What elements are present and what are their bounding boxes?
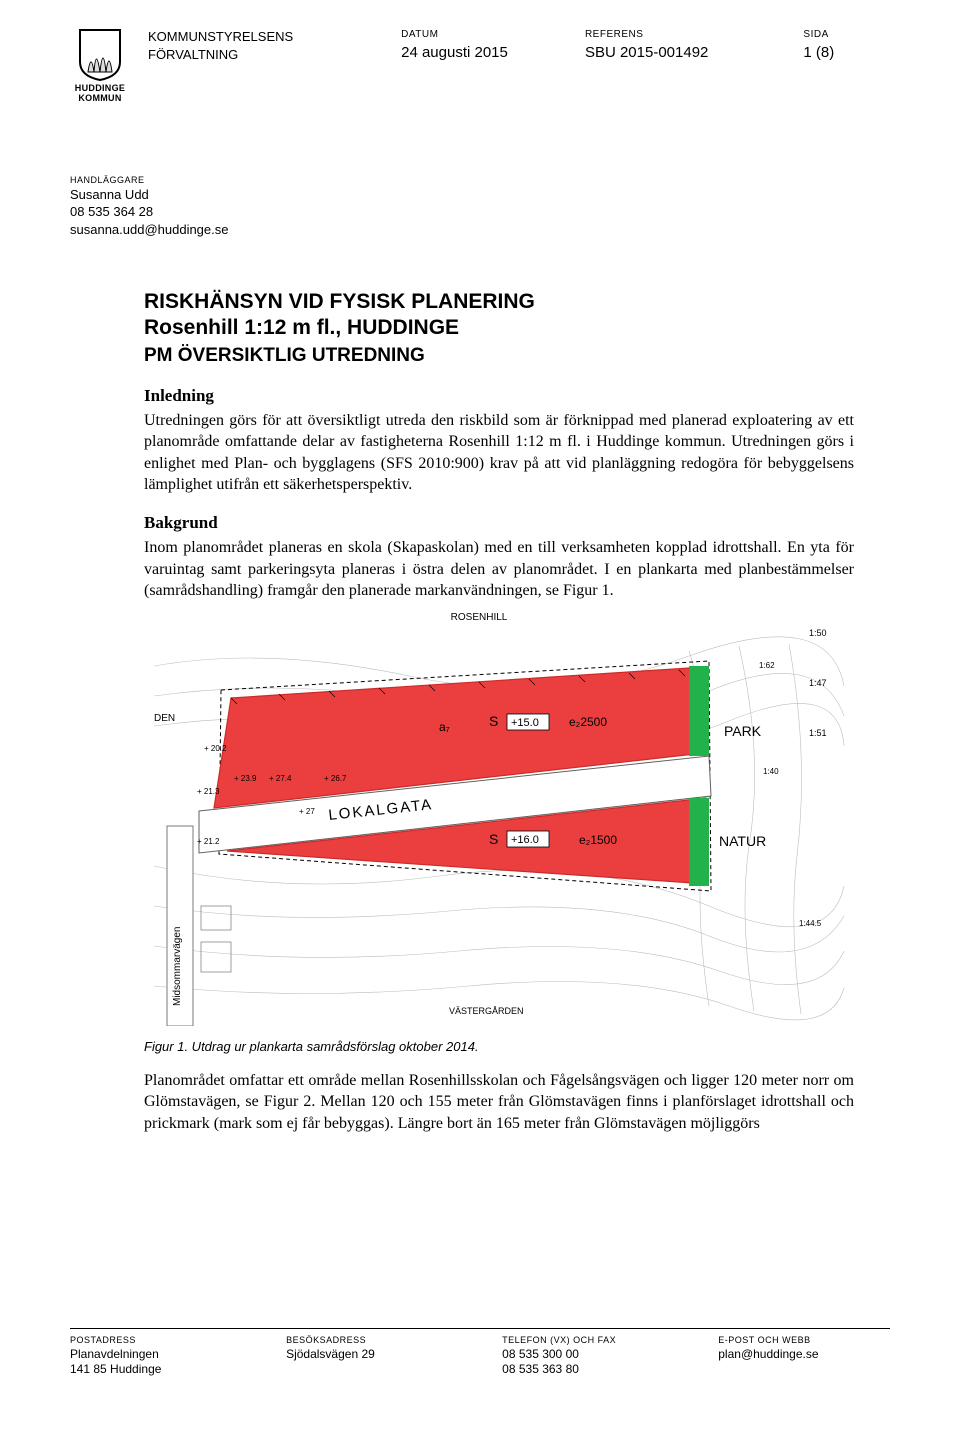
datum-value: 24 augusti 2015 [401, 43, 557, 63]
footer-tel-label: TELEFON (VX) OCH FAX [502, 1335, 708, 1347]
sp-212: + 21.2 [197, 837, 220, 846]
vastergarden-label: VÄSTERGÅRDEN [449, 1006, 524, 1016]
doc-title-line2: Rosenhill 1:12 m fl., HUDDINGE [144, 315, 854, 341]
inledning-paragraph: Utredningen görs för att översiktligt ut… [144, 410, 854, 496]
inledning-heading: Inledning [144, 385, 854, 408]
bakgrund-paragraph: Inom planområdet planeras en skola (Skap… [144, 537, 854, 602]
sida-col: SIDA 1 (8) [803, 28, 890, 63]
footer-post-l2: Planavdelningen [70, 1347, 276, 1363]
footer-tel-l1: 08 535 300 00 [502, 1347, 708, 1363]
footer-web-l1: plan@huddinge.se [718, 1347, 890, 1363]
natur-label: NATUR [719, 833, 766, 849]
doc-title-line3: PM ÖVERSIKTLIG UTREDNING [144, 343, 854, 369]
sp-239: + 23.9 [234, 774, 257, 783]
handler-label: HANDLÄGGARE [70, 174, 890, 186]
plan-map-svg: Midsommarvägen DEN [144, 606, 854, 1026]
footer-tel-l2: 08 535 363 80 [502, 1362, 708, 1378]
org-name-col: KOMMUNSTYRELSENS FÖRVALTNING [148, 28, 401, 63]
e1500-label: e₂1500 [579, 833, 617, 847]
sp-202: + 20.2 [204, 744, 227, 753]
logo-text: HUDDINGE KOMMUN [75, 84, 125, 104]
figure-1-caption: Figur 1. Utdrag ur plankarta samrådsförs… [144, 1038, 854, 1056]
figure-1: Midsommarvägen DEN [144, 606, 854, 1032]
footer-post-label: POSTADRESS [70, 1335, 276, 1347]
footer-post-col: POSTADRESS Planavdelningen 141 85 Huddin… [70, 1335, 276, 1378]
referens-col: REFERENS SBU 2015-001492 [585, 28, 803, 63]
logo-line2: KOMMUN [75, 94, 125, 104]
handler-block: HANDLÄGGARE Susanna Udd 08 535 364 28 su… [70, 174, 890, 239]
plus15-label: +15.0 [511, 717, 539, 729]
park-strip [689, 666, 709, 756]
datum-col: DATUM 24 augusti 2015 [401, 28, 585, 63]
footer-besok-col: BESÖKSADRESS Sjödalsvägen 29 [286, 1335, 492, 1378]
park-label: PARK [724, 723, 762, 739]
page-footer: POSTADRESS Planavdelningen 141 85 Huddin… [70, 1328, 890, 1378]
a7-label: a₇ [439, 720, 450, 734]
footer-post-l3: 141 85 Huddinge [70, 1362, 276, 1378]
lot-150: 1:50 [809, 628, 827, 638]
document-header: HUDDINGE KOMMUN KOMMUNSTYRELSENS FÖRVALT… [70, 28, 890, 104]
rosenhill-label: ROSENHILL [451, 612, 508, 623]
handler-phone: 08 535 364 28 [70, 203, 890, 221]
bakgrund-heading: Bakgrund [144, 512, 854, 535]
lot-140: 1:40 [763, 767, 779, 776]
plus16-label: +16.0 [511, 834, 539, 846]
s-bot-label: S [489, 831, 498, 847]
org-name: KOMMUNSTYRELSENS FÖRVALTNING [148, 28, 373, 63]
referens-label: REFERENS [585, 28, 775, 42]
natur-strip [689, 798, 709, 886]
sida-label: SIDA [803, 28, 890, 42]
datum-label: DATUM [401, 28, 557, 42]
footer-besok-label: BESÖKSADRESS [286, 1335, 492, 1347]
lot-147: 1:47 [809, 678, 827, 688]
den-label: DEN [154, 713, 175, 724]
page: HUDDINGE KOMMUN KOMMUNSTYRELSENS FÖRVALT… [0, 0, 960, 1400]
sp-274: + 27.4 [269, 774, 292, 783]
logo-column: HUDDINGE KOMMUN [70, 28, 130, 104]
s-top-label: S [489, 713, 498, 729]
lot-1445: 1:44.5 [799, 919, 822, 928]
footer-web-label: E-POST OCH WEBB [718, 1335, 890, 1347]
lot-162: 1:62 [759, 661, 775, 670]
sp-213: + 21.3 [197, 787, 220, 796]
footer-tel-col: TELEFON (VX) OCH FAX 08 535 300 00 08 53… [502, 1335, 708, 1378]
sp-267: + 26.7 [324, 774, 347, 783]
footer-web-col: E-POST OCH WEBB plan@huddinge.se [718, 1335, 890, 1378]
after-figure-paragraph: Planområdet omfattar ett område mellan R… [144, 1070, 854, 1135]
header-fields: KOMMUNSTYRELSENS FÖRVALTNING DATUM 24 au… [148, 28, 890, 63]
e2500-label: e₂2500 [569, 715, 607, 729]
footer-besok-l1: Sjödalsvägen 29 [286, 1347, 492, 1363]
handler-email: susanna.udd@huddinge.se [70, 221, 890, 239]
municipality-logo-icon [78, 28, 122, 82]
doc-title-line1: RISKHÄNSYN VID FYSISK PLANERING [144, 289, 854, 315]
sp-27: + 27 [299, 807, 315, 816]
handler-name: Susanna Udd [70, 186, 890, 204]
midsommarvagen-road: Midsommarvägen [167, 826, 193, 1026]
lot-151: 1:51 [809, 728, 827, 738]
sida-value: 1 (8) [803, 43, 890, 63]
body-column: RISKHÄNSYN VID FYSISK PLANERING Rosenhil… [144, 289, 854, 1135]
midsommarvagen-label: Midsommarvägen [172, 926, 183, 1005]
referens-value: SBU 2015-001492 [585, 43, 775, 63]
